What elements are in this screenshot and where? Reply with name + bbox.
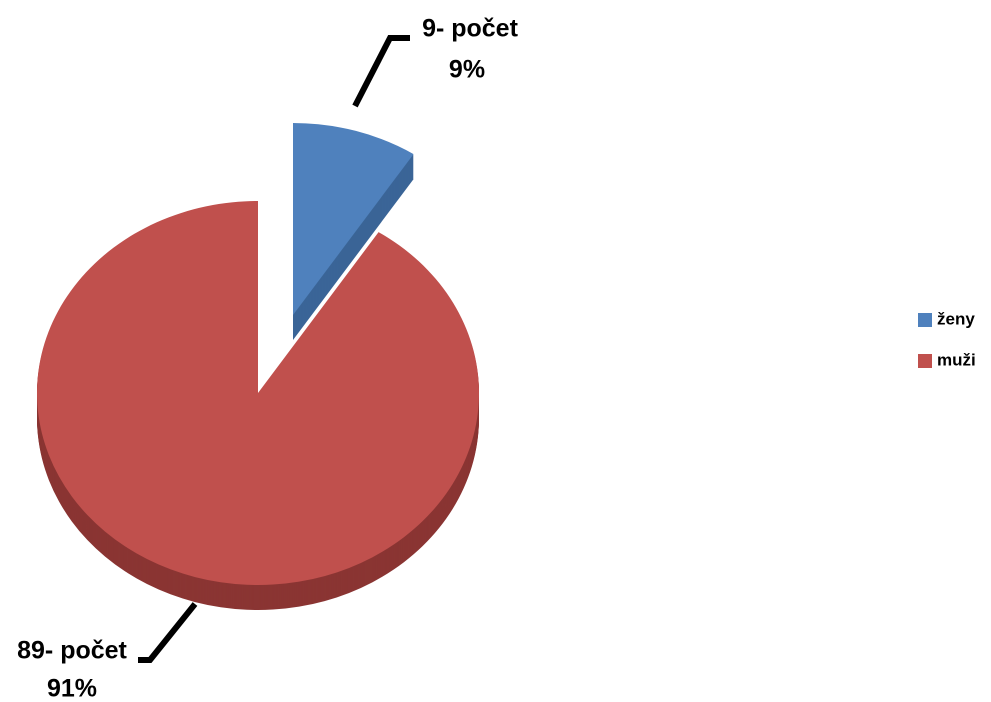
percent-label: 91% [47,675,97,702]
data-label: 9- počet [422,15,519,43]
legend-label: muži [937,350,976,369]
pie-slice [293,123,414,315]
legend-label: ženy [937,309,975,328]
pie-slice [36,201,479,585]
leader-line [352,35,410,108]
percent-label: 9% [449,56,485,84]
data-label: 89- počet [17,637,127,665]
legend-swatch [918,313,932,327]
legend-swatch [918,354,932,368]
leader-line [138,602,198,663]
